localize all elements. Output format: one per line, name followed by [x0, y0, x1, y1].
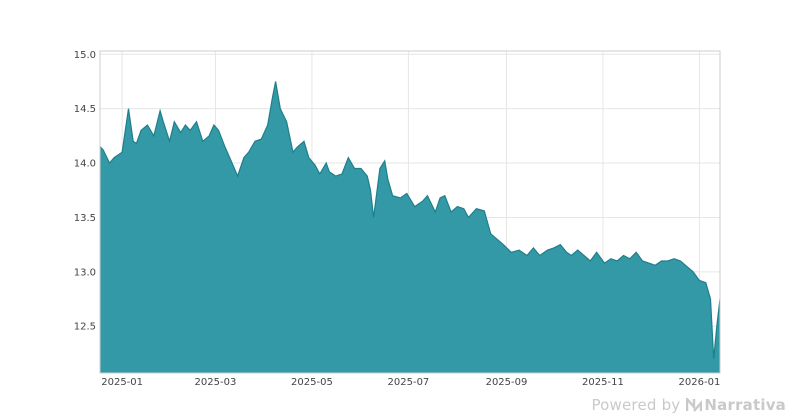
y-tick-label: 12.5: [74, 322, 96, 333]
powered-by-watermark: Powered by Narrativa: [591, 396, 786, 414]
y-tick-label: 13.5: [74, 213, 96, 224]
series-line: [99, 81, 721, 359]
y-axis-ticks: 12.5 13.0 13.5 14.0 14.5 15.0: [74, 50, 96, 333]
x-tick-label: 2026-01: [679, 377, 721, 388]
x-tick-label: 2025-11: [582, 377, 624, 388]
x-axis-ticks: 2025-01 2025-03 2025-05 2025-07 2025-09 2025-…: [101, 377, 720, 388]
y-tick-label: 14.0: [74, 159, 96, 170]
watermark-brand-name: Narrativa: [704, 396, 786, 414]
narrativa-logo-icon: [686, 398, 703, 412]
y-tick-label: 14.5: [74, 104, 96, 115]
x-tick-label: 2025-07: [388, 377, 430, 388]
watermark-prefix: Powered by: [591, 396, 681, 414]
series-area: [100, 81, 720, 373]
plot-frame: [99, 50, 721, 374]
watermark-brand: Narrativa: [686, 396, 786, 414]
y-tick-label: 15.0: [74, 50, 96, 61]
x-tick-label: 2025-03: [195, 377, 237, 388]
x-tick-label: 2025-09: [486, 377, 528, 388]
x-tick-label: 2025-05: [291, 377, 333, 388]
y-tick-label: 13.0: [74, 267, 96, 278]
x-tick-label: 2025-01: [101, 377, 143, 388]
